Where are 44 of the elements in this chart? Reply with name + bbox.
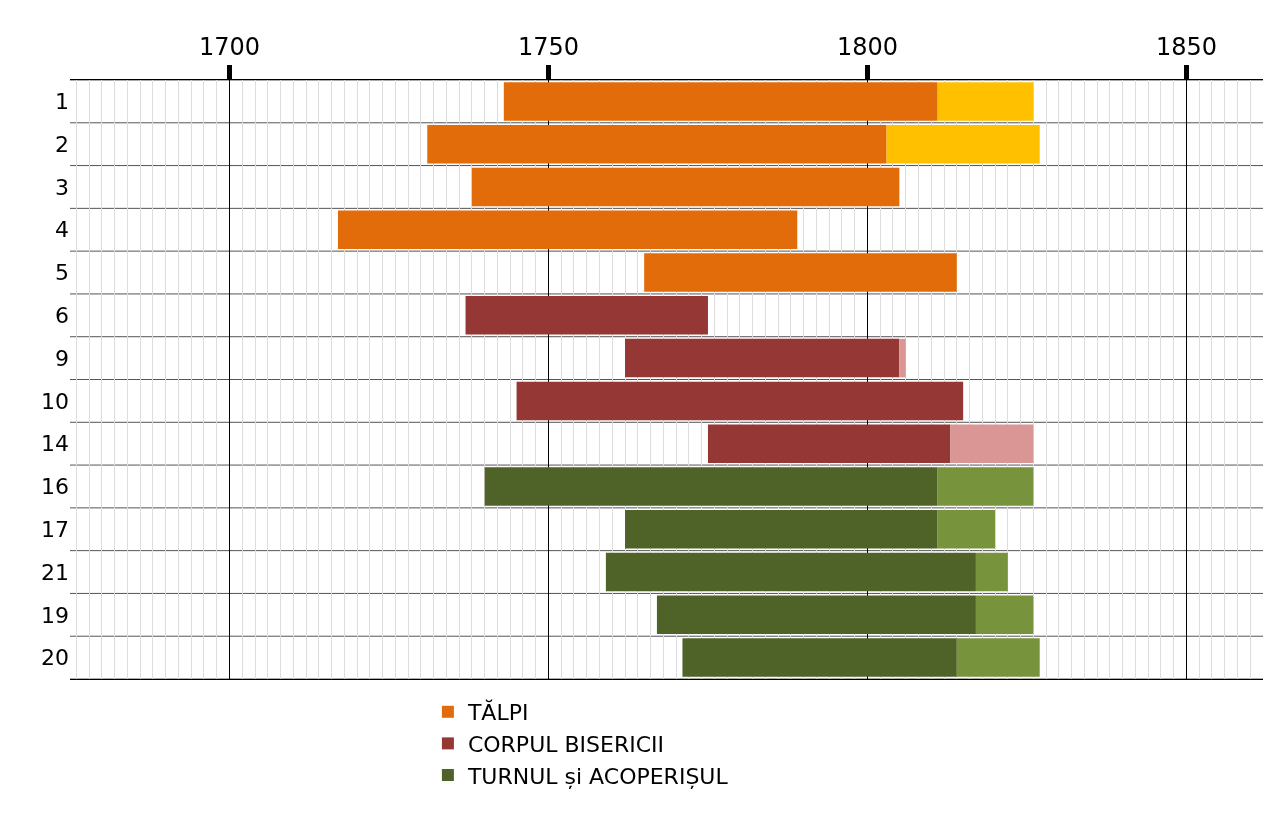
- legend-label: TĂLPI: [466, 699, 529, 726]
- y-tick-label: 20: [41, 645, 69, 671]
- bar: [956, 638, 1040, 677]
- bar: [625, 510, 938, 549]
- bar: [950, 424, 1034, 463]
- bar: [937, 467, 1034, 506]
- y-tick-label: 19: [41, 602, 69, 628]
- bar: [625, 338, 900, 378]
- bar: [605, 552, 976, 592]
- bar: [427, 124, 887, 164]
- bar: [682, 638, 957, 677]
- y-tick-label: 5: [55, 260, 69, 286]
- y-tick-label: 6: [55, 303, 69, 329]
- x-tick-label: 1750: [517, 33, 580, 62]
- bar: [484, 467, 938, 506]
- y-tick-label: 2: [55, 131, 69, 157]
- bar: [937, 82, 1034, 121]
- x-tick-label: 1700: [198, 33, 261, 62]
- bar: [337, 210, 798, 249]
- bar: [707, 424, 951, 463]
- x-tick-label: 1800: [836, 33, 898, 62]
- y-tick-label: 10: [41, 388, 69, 414]
- x-tick-label: 1850: [1155, 33, 1217, 62]
- bar: [503, 82, 938, 121]
- bar: [656, 595, 976, 635]
- y-tick-label: 9: [55, 345, 69, 371]
- bar: [644, 253, 957, 292]
- y-tick-label: 21: [41, 559, 69, 585]
- bar: [471, 167, 900, 207]
- legend-label: TURNUL și ACOPERIȘUL: [466, 763, 729, 789]
- y-tick-label: 3: [55, 174, 69, 200]
- bar: [937, 510, 996, 549]
- bar: [975, 595, 1034, 635]
- bar: [899, 338, 906, 378]
- y-tick-label: 1: [55, 89, 69, 115]
- bar: [886, 124, 1040, 164]
- bar: [975, 552, 1008, 592]
- bar: [516, 381, 964, 421]
- y-tick-label: 17: [41, 516, 69, 542]
- y-tick-label: 14: [41, 431, 69, 457]
- y-tick-label: 4: [55, 217, 69, 243]
- bar: [465, 296, 708, 335]
- y-tick-label: 16: [41, 474, 69, 500]
- legend-label: CORPUL BISERICII: [467, 731, 665, 757]
